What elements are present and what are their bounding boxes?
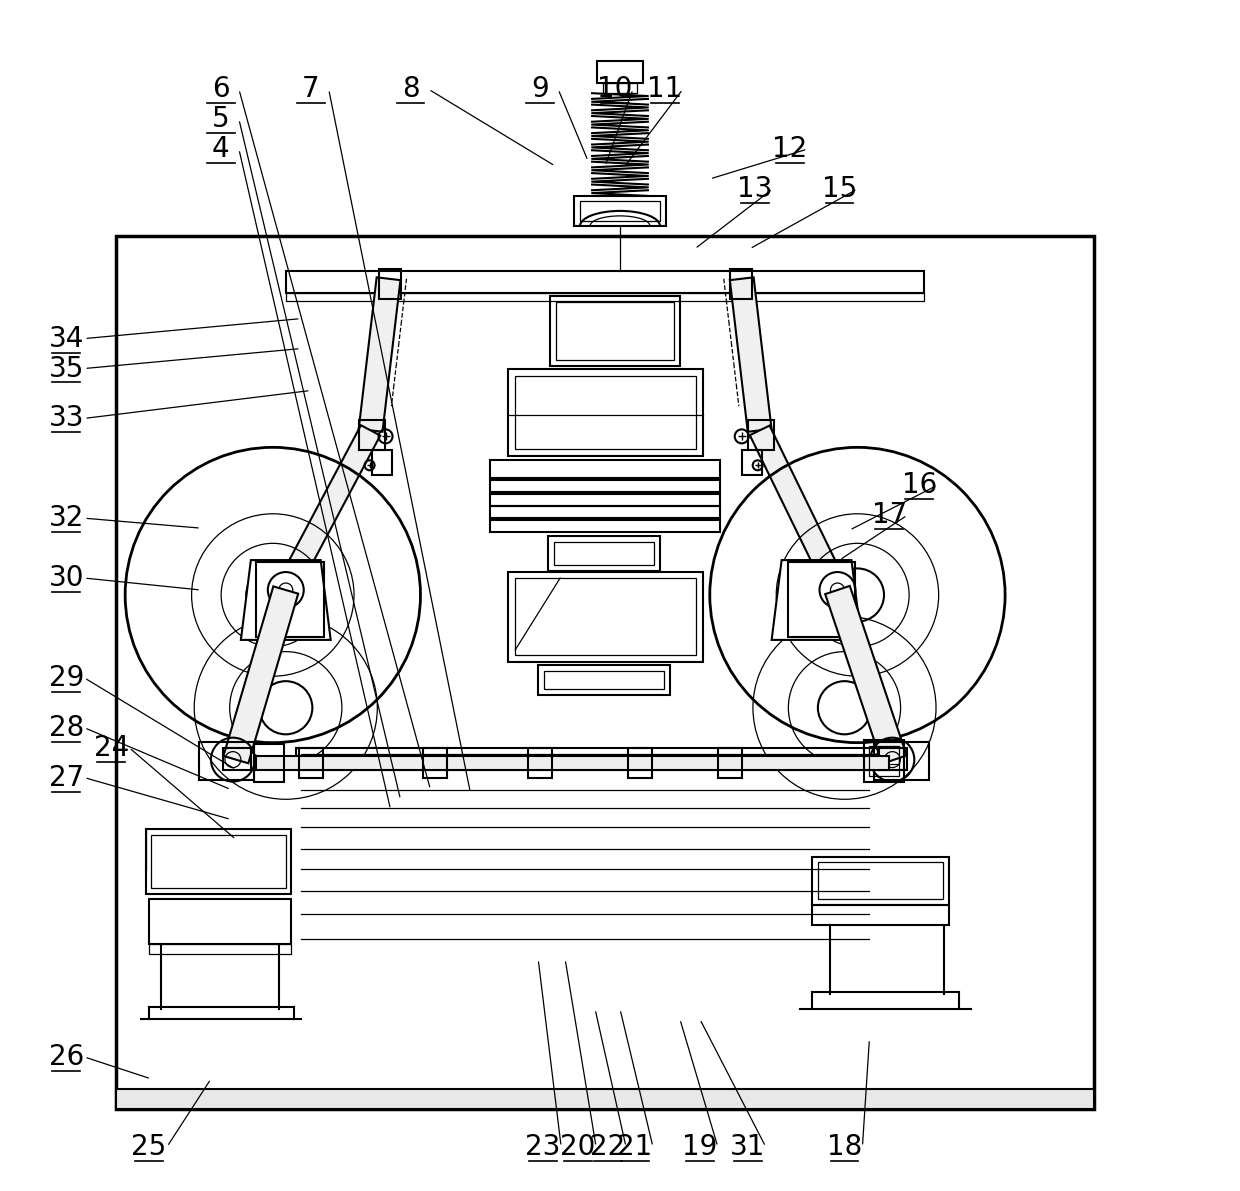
- Bar: [296, 748, 904, 769]
- Bar: [864, 740, 904, 781]
- Text: 23: 23: [526, 1133, 560, 1161]
- Text: 15: 15: [822, 175, 857, 202]
- Polygon shape: [277, 425, 381, 596]
- Text: 8: 8: [402, 75, 419, 104]
- Bar: [378, 269, 401, 299]
- Bar: [718, 748, 742, 778]
- Bar: [554, 542, 653, 565]
- Bar: [149, 944, 290, 954]
- Bar: [490, 506, 719, 518]
- Bar: [301, 754, 899, 763]
- Polygon shape: [241, 560, 331, 640]
- Text: 25: 25: [131, 1133, 166, 1161]
- Text: 16: 16: [901, 472, 937, 499]
- Bar: [490, 520, 719, 532]
- Bar: [117, 236, 1094, 1109]
- Bar: [223, 748, 250, 769]
- Bar: [508, 368, 703, 456]
- Bar: [742, 450, 761, 475]
- Bar: [117, 1089, 1094, 1109]
- Text: 18: 18: [827, 1133, 862, 1161]
- Text: 35: 35: [48, 355, 84, 382]
- Text: 24: 24: [93, 734, 129, 761]
- Polygon shape: [750, 425, 847, 594]
- Text: 32: 32: [48, 504, 84, 532]
- Bar: [372, 450, 392, 475]
- Text: 34: 34: [48, 325, 84, 353]
- Bar: [817, 862, 944, 899]
- Bar: [151, 835, 285, 888]
- Bar: [358, 420, 384, 450]
- Text: 7: 7: [301, 75, 320, 104]
- Bar: [580, 201, 660, 220]
- Text: 20: 20: [560, 1133, 595, 1161]
- Bar: [149, 899, 290, 944]
- Text: 26: 26: [48, 1043, 84, 1071]
- Text: 27: 27: [48, 763, 84, 792]
- Text: 30: 30: [48, 565, 84, 592]
- Text: 6: 6: [212, 75, 229, 104]
- Bar: [811, 858, 950, 905]
- Bar: [255, 562, 324, 637]
- Polygon shape: [358, 278, 401, 432]
- Bar: [490, 480, 719, 492]
- Bar: [869, 746, 899, 775]
- Bar: [490, 494, 719, 506]
- Bar: [198, 742, 254, 780]
- Bar: [146, 829, 290, 894]
- Bar: [574, 197, 666, 226]
- Text: 13: 13: [737, 175, 773, 202]
- Bar: [299, 748, 322, 778]
- Bar: [551, 295, 680, 366]
- Bar: [596, 61, 644, 83]
- Polygon shape: [771, 560, 862, 640]
- Polygon shape: [223, 586, 299, 763]
- Bar: [285, 270, 924, 293]
- Text: 21: 21: [618, 1133, 652, 1161]
- Bar: [423, 748, 448, 778]
- Bar: [548, 536, 660, 570]
- Bar: [528, 748, 552, 778]
- Text: 29: 29: [48, 663, 84, 692]
- Text: 28: 28: [48, 713, 84, 742]
- Bar: [603, 83, 637, 93]
- Bar: [490, 460, 719, 479]
- Bar: [255, 755, 889, 769]
- Text: 9: 9: [531, 75, 549, 104]
- Bar: [285, 293, 924, 300]
- Text: 4: 4: [212, 135, 229, 163]
- Polygon shape: [825, 586, 906, 763]
- Bar: [508, 572, 703, 662]
- Bar: [557, 301, 673, 360]
- Bar: [879, 748, 908, 769]
- Text: 12: 12: [773, 135, 807, 163]
- Text: 33: 33: [48, 405, 84, 432]
- Bar: [787, 562, 856, 637]
- Bar: [516, 375, 696, 449]
- Bar: [538, 665, 670, 694]
- Bar: [254, 743, 284, 781]
- Text: 22: 22: [590, 1133, 626, 1161]
- Bar: [544, 671, 663, 688]
- Bar: [874, 742, 929, 780]
- Text: 5: 5: [212, 105, 229, 133]
- Bar: [748, 420, 774, 450]
- Bar: [516, 578, 696, 655]
- Bar: [811, 905, 950, 925]
- Text: 19: 19: [682, 1133, 718, 1161]
- Bar: [627, 748, 652, 778]
- Text: 11: 11: [647, 75, 682, 104]
- Polygon shape: [730, 278, 771, 432]
- Text: 10: 10: [598, 75, 632, 104]
- Text: 17: 17: [872, 501, 906, 529]
- Text: 31: 31: [730, 1133, 765, 1161]
- Bar: [730, 269, 751, 299]
